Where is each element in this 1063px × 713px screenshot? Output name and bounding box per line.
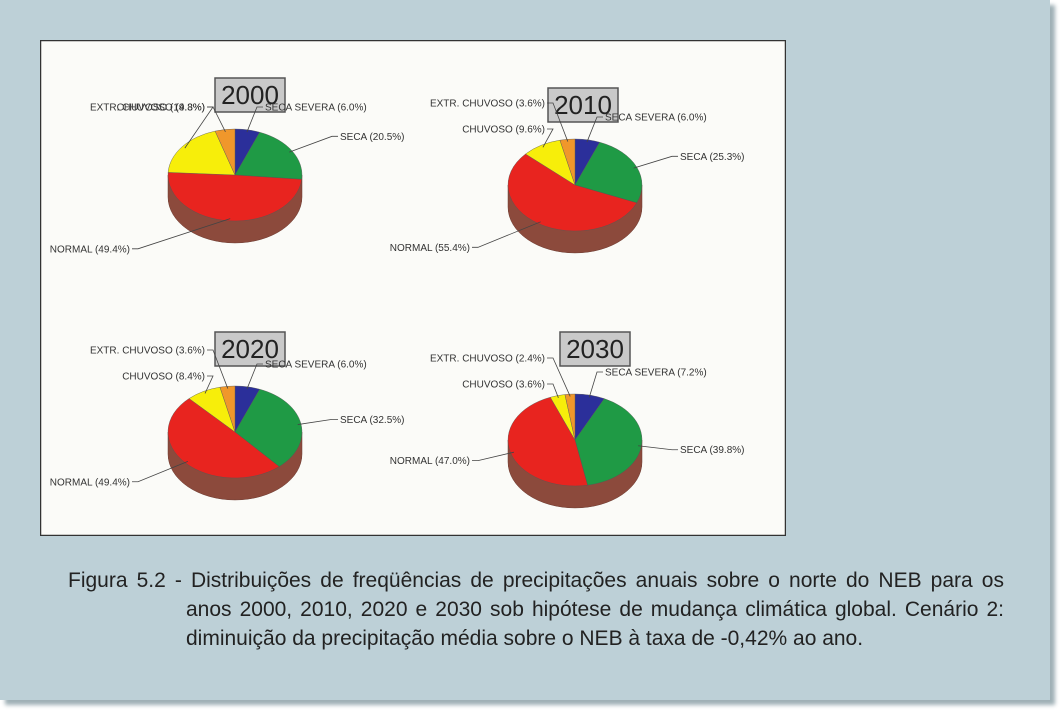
leader-line bbox=[638, 445, 678, 451]
slice-label: SECA (25.3%) bbox=[680, 152, 744, 163]
slice-label: SECA (20.5%) bbox=[340, 132, 404, 143]
leader-line bbox=[207, 349, 229, 389]
pie-slice bbox=[564, 393, 576, 441]
pie-title: 2030 bbox=[566, 334, 624, 364]
slice-label: NORMAL (49.4%) bbox=[50, 477, 130, 488]
slice-label: SECA (32.5%) bbox=[340, 415, 404, 426]
title-box bbox=[214, 77, 286, 113]
leader-line bbox=[472, 221, 541, 248]
slice-label: SECA SEVERA (6.0%) bbox=[265, 360, 367, 371]
pie-slice bbox=[167, 130, 236, 176]
slice-label: CHUVOSO (8.4%) bbox=[122, 372, 205, 383]
pie-slice bbox=[219, 385, 236, 433]
leader-line bbox=[207, 106, 226, 132]
leader-line bbox=[542, 128, 554, 148]
leader-line bbox=[246, 363, 263, 390]
caption: Figura 5.2 - Distribuições de freqüência… bbox=[68, 569, 1004, 650]
slice-label: NORMAL (55.4%) bbox=[390, 243, 470, 254]
title-box bbox=[214, 331, 286, 367]
leader-line bbox=[204, 375, 214, 394]
slice-label: SECA SEVERA (6.0%) bbox=[265, 103, 367, 114]
slice-label: EXTR. CHUVOSO (2.4%) bbox=[430, 354, 545, 365]
pie-title: 2020 bbox=[221, 334, 279, 364]
leader-line bbox=[547, 102, 569, 142]
slice-label: CHUVOSO (19.3%) bbox=[117, 103, 205, 114]
leader-line bbox=[289, 135, 338, 153]
slice-label: SECA SEVERA (7.2%) bbox=[605, 368, 707, 379]
slice-label: EXTR. CHUVOSO (4.8%) bbox=[90, 103, 205, 114]
leader-line bbox=[132, 461, 189, 483]
slice-label: SECA (39.8%) bbox=[680, 445, 744, 456]
pie-slice bbox=[507, 153, 638, 232]
frame bbox=[40, 40, 786, 536]
slice-label: NORMAL (49.4%) bbox=[50, 244, 130, 255]
leader-line bbox=[633, 155, 678, 169]
title-box bbox=[547, 87, 619, 123]
pie-slice bbox=[167, 398, 280, 479]
leader-line bbox=[132, 218, 231, 250]
slice-label: CHUVOSO (3.6%) bbox=[462, 380, 545, 391]
leader-line bbox=[472, 451, 514, 462]
slice-label: CHUVOSO (9.6%) bbox=[462, 125, 545, 136]
pie-slice bbox=[214, 128, 236, 176]
slice-label: EXTR. CHUVOSO (3.6%) bbox=[90, 346, 205, 357]
leader-line bbox=[547, 383, 559, 398]
pie-slice bbox=[167, 172, 302, 222]
pie-title: 2000 bbox=[221, 80, 279, 110]
pie-slice bbox=[559, 138, 576, 186]
leader-line bbox=[586, 116, 603, 143]
pie-title: 2010 bbox=[554, 90, 612, 120]
leader-line bbox=[588, 371, 603, 398]
title-box bbox=[559, 331, 631, 367]
leader-line bbox=[297, 418, 338, 425]
panel: 2000 SECA SEVERA (6.0%) SECA (20.5%) NORMAL… bbox=[0, 0, 1050, 700]
slice-label: SECA SEVERA (6.0%) bbox=[605, 113, 707, 124]
leader-line bbox=[246, 106, 263, 133]
slice-label: NORMAL (47.0%) bbox=[390, 456, 470, 467]
slice-label: EXTR. CHUVOSO (3.6%) bbox=[430, 99, 545, 110]
leader-line bbox=[547, 357, 571, 397]
